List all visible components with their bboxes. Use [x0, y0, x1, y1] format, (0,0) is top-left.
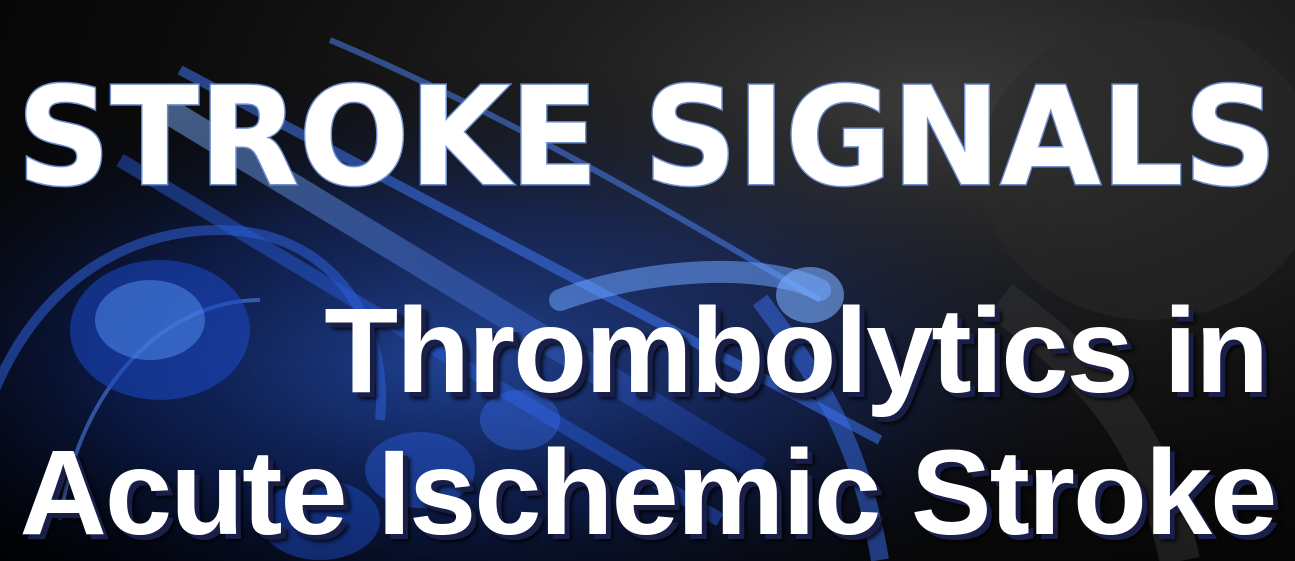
masthead-logo: STROKE SIGNALS: [16, 58, 1279, 219]
masthead-title: STROKE SIGNALS: [17, 59, 1277, 217]
headline-line-1: Thrombolytics in: [324, 282, 1269, 418]
headline-line-2: Acute Ischemic Stroke: [19, 424, 1278, 560]
